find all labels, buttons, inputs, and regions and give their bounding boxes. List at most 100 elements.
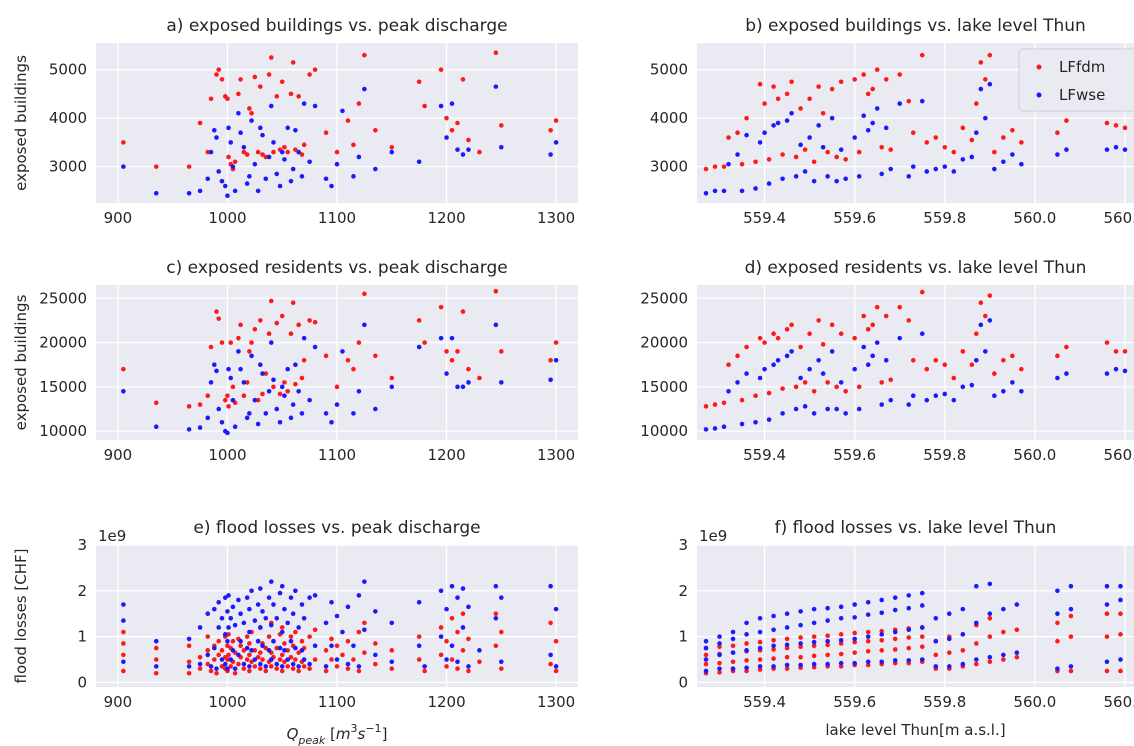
- data-point: [798, 654, 803, 660]
- data-point: [1019, 388, 1024, 394]
- data-point: [279, 652, 285, 658]
- data-point: [252, 326, 258, 332]
- data-point: [933, 135, 939, 140]
- data-point: [228, 140, 234, 145]
- data-point: [263, 664, 269, 669]
- data-point: [987, 634, 993, 639]
- data-point: [416, 643, 422, 649]
- data-point: [329, 657, 334, 662]
- data-point: [373, 641, 378, 646]
- data-point: [222, 183, 228, 189]
- data-point: [449, 101, 455, 106]
- data-point: [838, 604, 844, 610]
- data-point: [825, 380, 830, 385]
- data-point: [766, 417, 772, 422]
- data-point: [214, 368, 219, 374]
- data-point: [323, 620, 329, 626]
- data-point: [449, 643, 455, 649]
- data-point: [236, 652, 241, 658]
- data-point: [362, 627, 367, 633]
- data-point: [548, 377, 553, 383]
- data-point: [238, 366, 243, 372]
- data-point: [960, 606, 966, 612]
- data-point: [416, 634, 422, 639]
- data-point: [247, 174, 252, 179]
- y-tick-label: 25000: [39, 289, 87, 307]
- data-point: [293, 588, 298, 594]
- data-point: [838, 651, 844, 657]
- data-point: [230, 397, 236, 403]
- data-point: [753, 186, 758, 191]
- data-point: [228, 340, 234, 345]
- data-point: [416, 159, 422, 165]
- data-point: [222, 397, 228, 403]
- data-point: [293, 362, 298, 368]
- data-point: [703, 668, 709, 674]
- y-tick-label: 3000: [49, 158, 87, 176]
- data-point: [279, 313, 285, 319]
- data-point: [919, 625, 925, 630]
- data-point: [726, 135, 731, 140]
- data-point: [879, 632, 885, 637]
- data-point: [829, 322, 835, 328]
- data-point: [356, 154, 362, 160]
- data-point: [924, 397, 930, 403]
- data-point: [225, 193, 230, 199]
- data-point: [247, 652, 252, 658]
- data-point: [703, 645, 709, 651]
- data-point: [236, 597, 241, 603]
- data-point: [241, 666, 247, 671]
- data-point: [1068, 613, 1074, 619]
- data-point: [389, 149, 395, 155]
- y-tick-label: 2: [77, 582, 87, 600]
- data-point: [255, 602, 261, 607]
- data-point: [856, 384, 862, 390]
- panel-title: d) exposed residents vs. lake level Thun: [745, 258, 1087, 278]
- data-point: [861, 72, 866, 77]
- data-point: [219, 615, 225, 621]
- data-point: [249, 648, 254, 653]
- data-point: [775, 357, 781, 363]
- data-point: [288, 654, 294, 660]
- data-point: [460, 648, 466, 653]
- data-point: [444, 349, 449, 354]
- data-point: [771, 643, 776, 649]
- data-point: [416, 599, 422, 605]
- data-point: [214, 670, 219, 676]
- x-tick-label: 1300: [537, 693, 575, 711]
- data-point: [228, 375, 234, 381]
- data-point: [225, 657, 230, 662]
- data-point: [444, 664, 449, 669]
- data-point: [362, 650, 367, 655]
- data-point: [258, 625, 263, 630]
- data-point: [1064, 371, 1069, 376]
- data-point: [285, 664, 291, 669]
- data-point: [499, 666, 504, 671]
- data-point: [1001, 357, 1006, 363]
- data-point: [879, 171, 885, 177]
- data-point: [721, 400, 727, 406]
- data-point: [351, 366, 356, 372]
- data-point: [334, 664, 340, 669]
- data-point: [279, 583, 285, 589]
- data-point: [255, 654, 261, 660]
- data-point: [290, 166, 296, 172]
- data-point: [232, 666, 238, 671]
- data-point: [811, 639, 817, 645]
- data-point: [951, 375, 957, 381]
- x-tick-label: 559.6: [833, 693, 876, 711]
- data-point: [744, 620, 749, 626]
- data-point: [879, 659, 885, 665]
- data-point: [268, 298, 274, 304]
- data-point: [1055, 130, 1060, 135]
- data-point: [307, 666, 312, 671]
- data-point: [897, 72, 903, 77]
- data-point: [247, 106, 252, 111]
- data-point: [236, 335, 241, 341]
- data-point: [416, 318, 422, 323]
- data-point: [241, 380, 247, 385]
- data-point: [852, 366, 857, 372]
- data-point: [307, 661, 312, 667]
- data-point: [345, 666, 351, 671]
- data-point: [466, 380, 471, 385]
